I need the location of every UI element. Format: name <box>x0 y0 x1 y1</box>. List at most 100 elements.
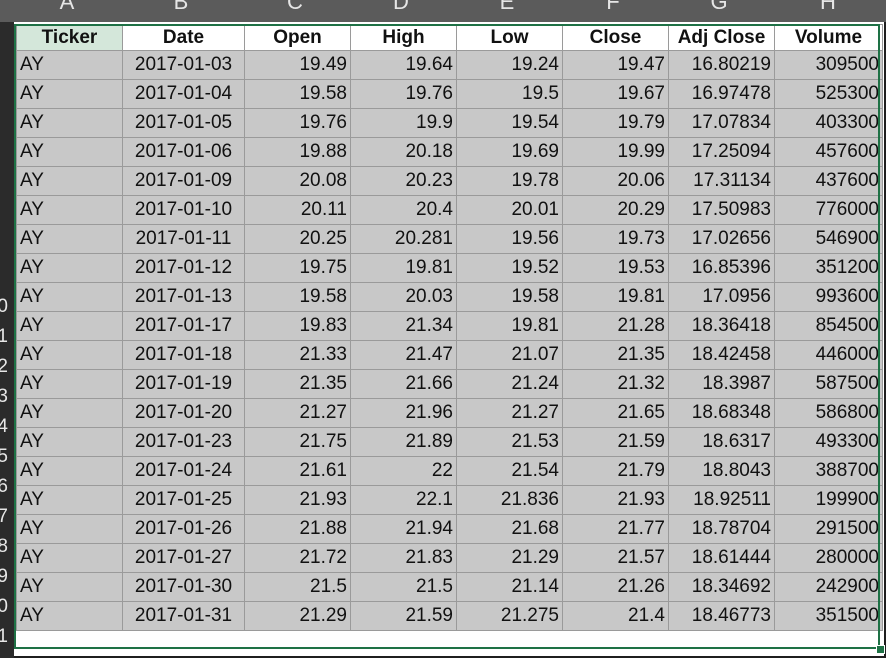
cell-ticker[interactable]: AY <box>16 253 123 283</box>
cell-adj-close[interactable]: 17.0956 <box>668 282 775 312</box>
row-number[interactable]: 3 <box>0 386 8 407</box>
cell-high[interactable]: 21.34 <box>350 311 457 341</box>
cell-adj-close[interactable]: 17.50983 <box>668 195 775 225</box>
row-number[interactable]: 7 <box>0 506 8 527</box>
cell-low[interactable]: 21.54 <box>456 456 563 486</box>
cell-open[interactable]: 20.11 <box>244 195 351 225</box>
cell-low[interactable]: 21.27 <box>456 398 563 428</box>
cell-low[interactable]: 21.275 <box>456 601 563 631</box>
cell-adj-close[interactable]: 18.68348 <box>668 398 775 428</box>
cell-low[interactable]: 19.78 <box>456 166 563 196</box>
cell-volume[interactable]: 437600 <box>774 166 883 196</box>
cell-adj-close[interactable]: 16.97478 <box>668 79 775 109</box>
cell-low[interactable]: 19.69 <box>456 137 563 167</box>
cell-open[interactable]: 19.58 <box>244 79 351 109</box>
cell-close[interactable]: 19.47 <box>562 50 669 80</box>
row-number[interactable] <box>0 232 8 262</box>
cell-low[interactable]: 21.24 <box>456 369 563 399</box>
row-number[interactable] <box>0 112 8 142</box>
cell-ticker[interactable]: AY <box>16 282 123 312</box>
row-number[interactable]: 1 <box>0 326 8 347</box>
cell-open[interactable]: 19.76 <box>244 108 351 138</box>
header-cell-date[interactable]: Date <box>122 24 245 51</box>
cell-volume[interactable]: 493300 <box>774 427 883 457</box>
cell-ticker[interactable]: AY <box>16 224 123 254</box>
cell-open[interactable]: 21.35 <box>244 369 351 399</box>
cell-high[interactable]: 21.66 <box>350 369 457 399</box>
column-header-b[interactable]: B <box>173 0 189 14</box>
column-header-c[interactable]: C <box>287 0 303 14</box>
cell-date[interactable]: 2017-01-18 <box>122 340 245 370</box>
cell-close[interactable]: 21.77 <box>562 514 669 544</box>
cell-low[interactable]: 19.58 <box>456 282 563 312</box>
cell-volume[interactable]: 309500 <box>774 50 883 80</box>
cell-open[interactable]: 19.58 <box>244 282 351 312</box>
row-number[interactable]: 6 <box>0 476 8 497</box>
cell-date[interactable]: 2017-01-17 <box>122 311 245 341</box>
cell-date[interactable]: 2017-01-11 <box>122 224 245 254</box>
cell-open[interactable]: 21.93 <box>244 485 351 515</box>
cell-close[interactable]: 21.4 <box>562 601 669 631</box>
cell-high[interactable]: 21.94 <box>350 514 457 544</box>
cell-high[interactable]: 20.4 <box>350 195 457 225</box>
cell-high[interactable]: 22.1 <box>350 485 457 515</box>
row-number[interactable]: 4 <box>0 416 8 437</box>
cell-high[interactable]: 19.64 <box>350 50 457 80</box>
cell-close[interactable]: 20.29 <box>562 195 669 225</box>
header-cell-close[interactable]: Close <box>562 24 669 51</box>
cell-adj-close[interactable]: 18.3987 <box>668 369 775 399</box>
cell-high[interactable]: 20.23 <box>350 166 457 196</box>
cell-low[interactable]: 21.68 <box>456 514 563 544</box>
cell-open[interactable]: 19.83 <box>244 311 351 341</box>
row-number[interactable]: 0 <box>0 596 8 617</box>
cell-close[interactable]: 19.79 <box>562 108 669 138</box>
cell-close[interactable]: 19.81 <box>562 282 669 312</box>
cell-close[interactable]: 21.79 <box>562 456 669 486</box>
column-header-d[interactable]: D <box>393 0 409 14</box>
cell-volume[interactable]: 291500 <box>774 514 883 544</box>
row-number[interactable]: 5 <box>0 446 8 467</box>
cell-ticker[interactable]: AY <box>16 514 123 544</box>
cell-adj-close[interactable]: 18.36418 <box>668 311 775 341</box>
cell-open[interactable]: 21.72 <box>244 543 351 573</box>
row-number[interactable]: 2 <box>0 356 8 377</box>
cell-date[interactable]: 2017-01-30 <box>122 572 245 602</box>
cell-high[interactable]: 19.76 <box>350 79 457 109</box>
row-number[interactable] <box>0 142 8 172</box>
cell-close[interactable]: 21.35 <box>562 340 669 370</box>
cell-volume[interactable]: 280000 <box>774 543 883 573</box>
cell-ticker[interactable]: AY <box>16 137 123 167</box>
cell-low[interactable]: 21.53 <box>456 427 563 457</box>
cell-adj-close[interactable]: 18.46773 <box>668 601 775 631</box>
cell-date[interactable]: 2017-01-20 <box>122 398 245 428</box>
cell-volume[interactable]: 546900 <box>774 224 883 254</box>
cell-date[interactable]: 2017-01-03 <box>122 50 245 80</box>
cell-ticker[interactable]: AY <box>16 50 123 80</box>
column-header-f[interactable]: F <box>606 0 620 14</box>
cell-volume[interactable]: 351500 <box>774 601 883 631</box>
cell-high[interactable]: 21.89 <box>350 427 457 457</box>
cell-close[interactable]: 20.06 <box>562 166 669 196</box>
header-cell-volume[interactable]: Volume <box>774 24 883 51</box>
cell-date[interactable]: 2017-01-23 <box>122 427 245 457</box>
cell-high[interactable]: 19.9 <box>350 108 457 138</box>
cell-ticker[interactable]: AY <box>16 340 123 370</box>
cell-high[interactable]: 20.03 <box>350 282 457 312</box>
fill-handle[interactable] <box>876 645 885 654</box>
cell-close[interactable]: 21.57 <box>562 543 669 573</box>
cell-volume[interactable]: 776000 <box>774 195 883 225</box>
cell-ticker[interactable]: AY <box>16 108 123 138</box>
cell-close[interactable]: 21.93 <box>562 485 669 515</box>
cell-adj-close[interactable]: 18.61444 <box>668 543 775 573</box>
cell-low[interactable]: 19.56 <box>456 224 563 254</box>
cell-open[interactable]: 21.27 <box>244 398 351 428</box>
cell-volume[interactable]: 525300 <box>774 79 883 109</box>
cell-high[interactable]: 19.81 <box>350 253 457 283</box>
cell-close[interactable]: 21.32 <box>562 369 669 399</box>
header-cell-low[interactable]: Low <box>456 24 563 51</box>
cell-high[interactable]: 21.5 <box>350 572 457 602</box>
cell-ticker[interactable]: AY <box>16 543 123 573</box>
row-number[interactable] <box>0 202 8 232</box>
cell-low[interactable]: 21.14 <box>456 572 563 602</box>
cell-date[interactable]: 2017-01-12 <box>122 253 245 283</box>
